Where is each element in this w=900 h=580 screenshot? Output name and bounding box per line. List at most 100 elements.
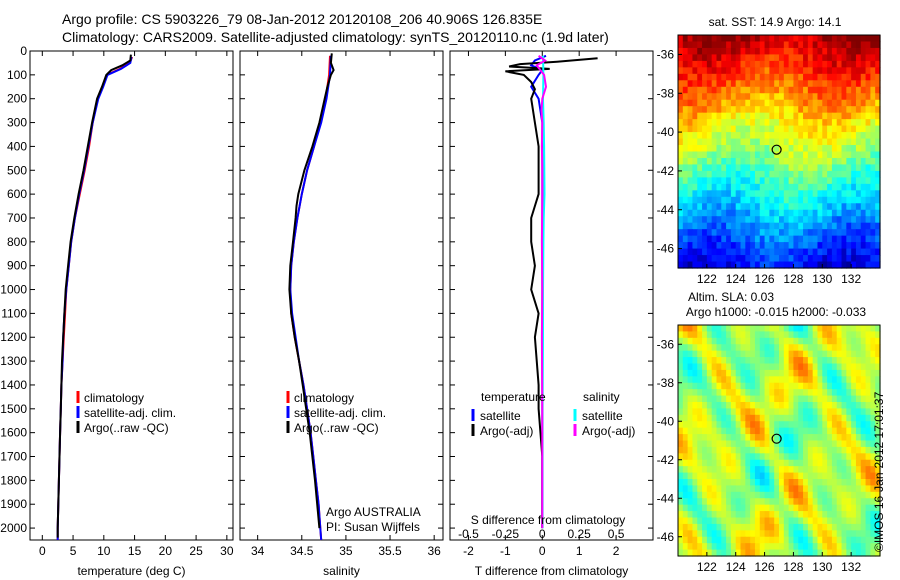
- sst_map-cell: [774, 138, 780, 146]
- sla_map-cell: [678, 549, 684, 557]
- sla_map-cell: [759, 376, 766, 384]
- sla_map-cell: [687, 536, 694, 544]
- sst_map-cell: [711, 255, 718, 263]
- sla_map-cell: [769, 382, 775, 390]
- sst_map-cell: [798, 80, 804, 88]
- sst_map-cell: [692, 99, 698, 107]
- sla_map-cell: [687, 408, 694, 416]
- sst_map-cell: [716, 151, 722, 159]
- sst_map-cell: [706, 209, 713, 217]
- sla_map-cell: [831, 485, 838, 493]
- sst_map-cell: [687, 60, 694, 68]
- sla_map-cell: [841, 549, 847, 557]
- sst_map-cell: [817, 106, 823, 114]
- sla_map-cell: [711, 530, 718, 538]
- sst_map-title: sat. SST: 14.9 Argo: 14.1: [709, 15, 842, 29]
- sst_map-cell: [836, 80, 843, 88]
- sst_map-cell: [716, 177, 722, 185]
- sla_map-cell: [678, 446, 684, 454]
- sst_map-cell: [831, 196, 838, 204]
- sla_map-cell: [687, 395, 694, 403]
- sst_map-cell: [851, 67, 857, 75]
- sla_map-cell: [745, 357, 751, 365]
- sst_map-cell: [687, 216, 694, 224]
- sst_map-cell: [764, 151, 770, 159]
- sla_map-cell: [841, 350, 847, 358]
- sst_map-cell: [865, 132, 871, 140]
- sst_map-cell: [783, 196, 790, 204]
- sst_map-cell: [855, 151, 862, 159]
- sla_map-cell: [831, 491, 838, 499]
- sst_map-cell: [774, 229, 780, 237]
- sst_map-cell: [716, 183, 722, 191]
- sst_map-cell: [817, 60, 823, 68]
- sst_map-cell: [851, 60, 857, 68]
- sla_map-cell: [827, 427, 833, 435]
- sst_map-cell: [875, 132, 881, 140]
- sst_map-cell: [855, 125, 862, 133]
- sst_map-cell: [764, 177, 770, 185]
- sla_map-cell: [827, 549, 833, 557]
- sst_map-cell: [702, 183, 708, 191]
- sst_map-cell: [865, 229, 871, 237]
- sst_map-cell: [750, 119, 756, 127]
- sst_map-cell: [831, 151, 838, 159]
- sst_map-cell: [870, 170, 876, 178]
- sst_map-cell: [726, 80, 732, 88]
- sla_map-cell: [865, 530, 871, 538]
- sla_map-cell: [764, 427, 770, 435]
- sla_map-cell: [702, 427, 708, 435]
- sla_map-cell: [779, 472, 785, 480]
- sst_map-cell: [764, 170, 770, 178]
- sla_map-cell: [831, 325, 838, 333]
- sla_map-cell: [759, 331, 766, 339]
- sst_map-cell: [706, 99, 713, 107]
- sla_map-cell: [822, 517, 828, 525]
- sst_map-cell: [865, 35, 871, 43]
- sst_map-cell: [730, 119, 737, 127]
- sla_map-cell: [875, 408, 881, 416]
- sla_map-cell: [793, 389, 799, 397]
- sla_map-cell: [687, 530, 694, 538]
- sla_map-cell: [730, 350, 737, 358]
- sla_map-cell: [721, 459, 727, 467]
- sla_map-cell: [803, 363, 809, 371]
- sst_map-ytick-label: -38: [657, 86, 675, 100]
- sla_map-cell: [779, 344, 785, 352]
- sla_map-cell: [788, 530, 795, 538]
- sst_map-cell: [730, 125, 737, 133]
- sla_map-cell: [730, 414, 737, 422]
- sla_map-cell: [831, 472, 838, 480]
- sla_map-cell: [783, 350, 790, 358]
- sst_map-cell: [846, 93, 852, 101]
- sst_map-cell: [817, 170, 823, 178]
- sst_map-cell: [764, 112, 770, 120]
- sst_map-cell: [831, 164, 838, 172]
- sst_map-cell: [865, 67, 871, 75]
- sst_map-cell: [754, 151, 761, 159]
- sla_map-cell: [730, 523, 737, 531]
- sla_map-cell: [769, 350, 775, 358]
- sla_map-cell: [812, 376, 819, 384]
- sla_map-cell: [836, 491, 843, 499]
- sla_map-cell: [851, 485, 857, 493]
- sla_map-cell: [865, 421, 871, 429]
- sla_map-cell: [851, 459, 857, 467]
- sst_map-cell: [779, 67, 785, 75]
- sla_map-cell: [846, 427, 852, 435]
- salinity-axes-box: [239, 50, 444, 541]
- sla_map-cell: [841, 363, 847, 371]
- sst_map-cell: [702, 190, 708, 198]
- sla_map-cell: [764, 440, 770, 448]
- sla_map-cell: [798, 402, 804, 410]
- legend-label: satellite: [582, 409, 623, 423]
- sst_map-cell: [851, 203, 857, 211]
- sla_map-cell: [855, 491, 862, 499]
- sla_map-cell: [860, 459, 867, 467]
- sla_map-cell: [836, 421, 843, 429]
- sla_map-cell: [841, 357, 847, 365]
- sst_map-cell: [745, 35, 751, 43]
- sst_map-cell: [682, 261, 689, 269]
- sla_map-cell: [827, 434, 833, 442]
- sst_map-cell: [822, 248, 828, 256]
